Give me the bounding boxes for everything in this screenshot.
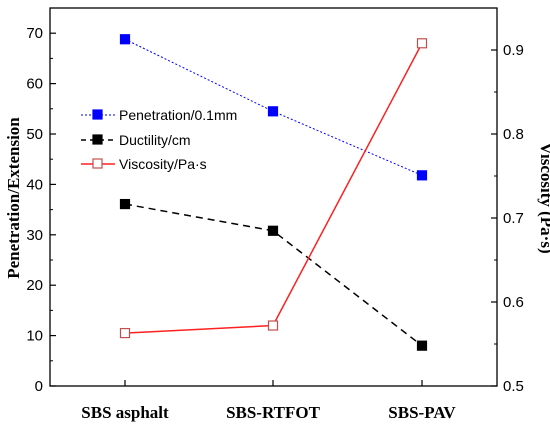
x-axis: SBS asphalt SBS-RTFOT SBS-PAV [81,380,456,422]
legend-label-penetration: Penetration/0.1mm [119,107,237,123]
left-tick-label: 20 [26,277,43,294]
legend-item-ductility: Ductility/cm [81,132,191,148]
right-tick-label: 0.9 [503,42,524,59]
left-tick-label: 70 [26,25,43,42]
legend-marker [92,134,103,145]
right-tick-label: 0.8 [503,126,524,143]
data-point [119,198,131,210]
legend-marker [92,158,103,169]
data-point [416,38,428,49]
x-category-label: SBS-PAV [388,403,456,422]
data-point [267,225,279,236]
legend-label-ductility: Ductility/cm [119,132,191,148]
legend: Penetration/0.1mm Ductility/cm Viscosity… [81,107,237,172]
left-tick-label: 50 [26,126,43,143]
left-tick-label: 60 [26,76,43,93]
data-point [267,320,279,331]
legend-label-viscosity: Viscosity/Pa·s [119,156,207,172]
data-point [119,327,131,339]
x-category-label: SBS-RTFOT [226,403,321,422]
legend-item-viscosity: Viscosity/Pa·s [81,156,207,172]
right-tick-label: 0.6 [503,294,524,311]
left-axis-title: Penetration/Extension [4,117,23,279]
x-category-label: SBS asphalt [81,403,169,422]
right-axis-title: Viscosity (Pa·s) [537,142,550,253]
data-point [416,170,428,181]
left-tick-label: 0 [35,378,43,395]
series-layer [119,34,428,351]
right-tick-label: 0.5 [503,378,524,395]
left-axis: 0 10 20 30 40 50 60 70 [26,25,56,395]
left-tick-label: 40 [26,176,43,193]
legend-marker [92,109,103,120]
data-point [267,106,279,117]
left-tick-label: 30 [26,227,43,244]
data-point [119,34,131,45]
left-tick-label: 10 [26,328,43,345]
right-axis: 0.5 0.6 0.7 0.8 0.9 [491,7,524,395]
right-tick-label: 0.7 [503,210,524,227]
legend-item-penetration: Penetration/0.1mm [81,107,237,123]
data-point [416,340,428,351]
series-line [124,42,423,334]
